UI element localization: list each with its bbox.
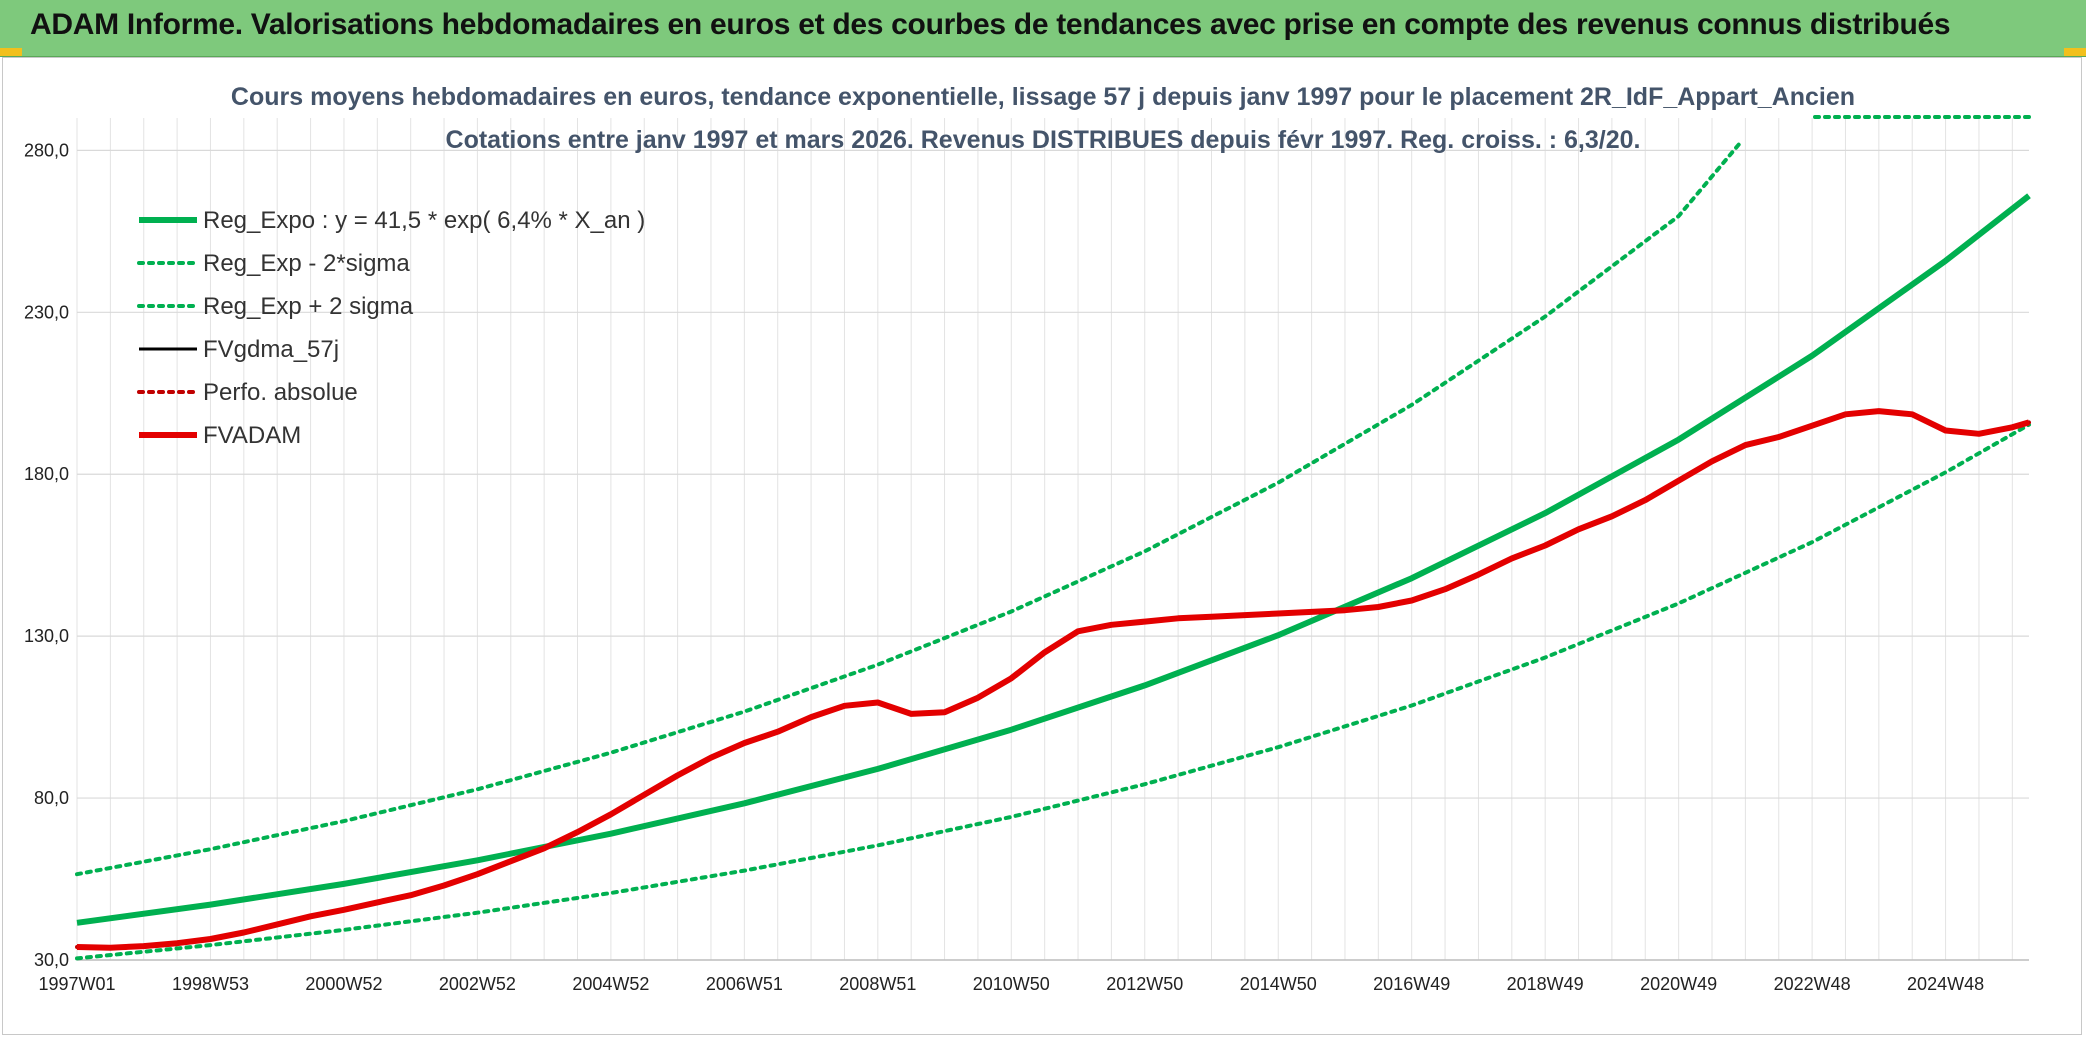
line-chart: 30,0 80,0 130,0 180,0 230,0 280,0 1997W01 1998…	[24, 83, 2031, 994]
legend-label-1: Reg_Exp - 2*sigma	[203, 250, 410, 277]
y-tick-label: 230,0	[24, 302, 69, 322]
legend-label-3: FVgdma_57j	[203, 336, 339, 363]
y-tick-label: 180,0	[24, 464, 69, 484]
x-tick-label: 2014W50	[1240, 974, 1317, 994]
x-tick-label: 2004W52	[572, 974, 649, 994]
series-line-3	[76, 409, 2030, 950]
x-tick-label: 2008W51	[839, 974, 916, 994]
y-tick-label: 30,0	[34, 950, 69, 970]
y-tick-label: 80,0	[34, 788, 69, 808]
x-tick-label: 2022W48	[1774, 974, 1851, 994]
legend-label-2: Reg_Exp + 2 sigma	[203, 293, 414, 320]
y-tick-label: 130,0	[24, 626, 69, 646]
x-tick-label: 2018W49	[1507, 974, 1584, 994]
report-header: ADAM Informe. Valorisations hebdomadaire…	[0, 0, 2086, 57]
legend-label-4: Perfo. absolue	[203, 379, 358, 406]
x-tick-label: 1997W01	[38, 974, 115, 994]
grid-lines	[76, 118, 2029, 961]
x-tick-label: 2010W50	[973, 974, 1050, 994]
y-tick-labels: 30,0 80,0 130,0 180,0 230,0 280,0	[24, 140, 69, 970]
legend-label-0: Reg_Expo : y = 41,5 * exp( 6,4% * X_an )	[203, 207, 645, 234]
x-tick-label: 2002W52	[439, 974, 516, 994]
header-corner-accent-left	[0, 48, 22, 56]
x-tick-label: 2020W49	[1640, 974, 1717, 994]
x-tick-labels: 1997W01 1998W53 2000W52 2002W52 2004W52 2006W…	[38, 974, 1984, 994]
x-tick-label: 1998W53	[172, 974, 249, 994]
y-tick-label: 280,0	[24, 140, 69, 160]
legend: Reg_Expo : y = 41,5 * exp( 6,4% * X_an )…	[137, 207, 645, 449]
x-tick-label: 2024W48	[1907, 974, 1984, 994]
x-tick-label: 2016W49	[1373, 974, 1450, 994]
legend-label-5: FVADAM	[203, 422, 301, 449]
header-corner-accent-right	[2064, 48, 2086, 56]
x-tick-label: 2006W51	[706, 974, 783, 994]
series-line-5	[76, 408, 2030, 951]
chart-title-line-1: Cours moyens hebdomadaires en euros, ten…	[231, 83, 1855, 111]
series-lines	[75, 115, 2031, 961]
series-line-1	[75, 422, 2031, 961]
x-tick-label: 2000W52	[305, 974, 382, 994]
report-title: ADAM Informe. Valorisations hebdomadaire…	[30, 8, 1951, 41]
series-line-0	[76, 193, 2031, 926]
series-line-4	[75, 409, 2031, 950]
chart-title-line-2: Cotations entre janv 1997 et mars 2026. …	[446, 126, 1641, 154]
x-tick-label: 2012W50	[1106, 974, 1183, 994]
series-line-2	[75, 138, 1744, 877]
chart-area: 30,0 80,0 130,0 180,0 230,0 280,0 1997W01 1998…	[2, 57, 2082, 1035]
